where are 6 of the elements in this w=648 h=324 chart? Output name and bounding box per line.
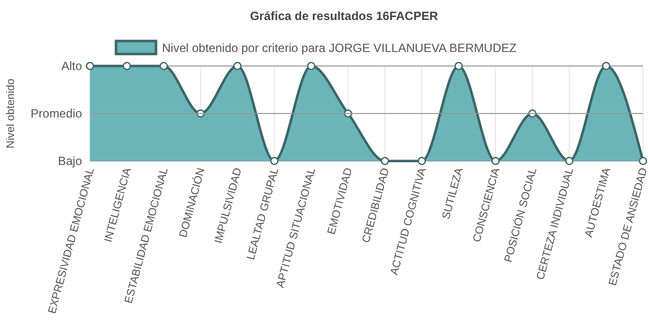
- text: Bajo: [58, 154, 82, 168]
- legend-label: Nivel obtenido por criterio para JORGE VILLANUEVA BERMUDEZ: [162, 41, 517, 55]
- y-axis-title: Nivel obtenido: [5, 78, 17, 148]
- chart-title: Gráfica de resultados 16FACPER: [250, 9, 438, 23]
- text: Alto: [61, 59, 82, 74]
- ref-line-label: Promedio: [30, 106, 82, 121]
